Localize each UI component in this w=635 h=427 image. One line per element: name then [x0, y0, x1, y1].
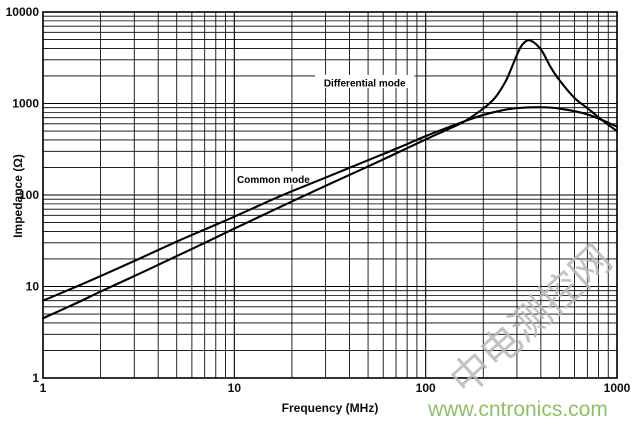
- watermark-chinese-text: 中电测控网: [442, 236, 621, 404]
- curve-differential-mode: [41, 39, 619, 320]
- y-tick-1: 1: [32, 371, 39, 385]
- series-label-common-mode: Common mode: [237, 175, 310, 186]
- y-axis-title: Impedance (Ω): [11, 154, 25, 238]
- y-axis-tick-labels: 1 10 100 1000 10000: [6, 5, 40, 385]
- curve-common-mode: [41, 106, 619, 302]
- watermark-url-text: www.cntronics.com: [427, 398, 608, 421]
- y-tick-1000: 1000: [12, 97, 39, 111]
- x-tick-1000: 1000: [604, 381, 631, 395]
- watermark-chinese: 中电测控网: [442, 236, 621, 404]
- x-tick-1: 1: [40, 381, 47, 395]
- x-tick-100: 100: [416, 381, 436, 395]
- x-tick-10: 10: [228, 381, 242, 395]
- series-annotations: Common mode Differential mode: [237, 74, 415, 186]
- x-axis-tick-labels: 1 10 100 1000: [40, 381, 631, 395]
- series-label-differential-mode: Differential mode: [324, 78, 406, 89]
- y-tick-100: 100: [19, 188, 39, 202]
- plot-frame: [42, 11, 618, 379]
- data-curves: [41, 39, 619, 320]
- x-axis-title: Frequency (MHz): [282, 401, 379, 415]
- y-tick-10: 10: [26, 280, 40, 294]
- y-tick-10000: 10000: [6, 5, 40, 19]
